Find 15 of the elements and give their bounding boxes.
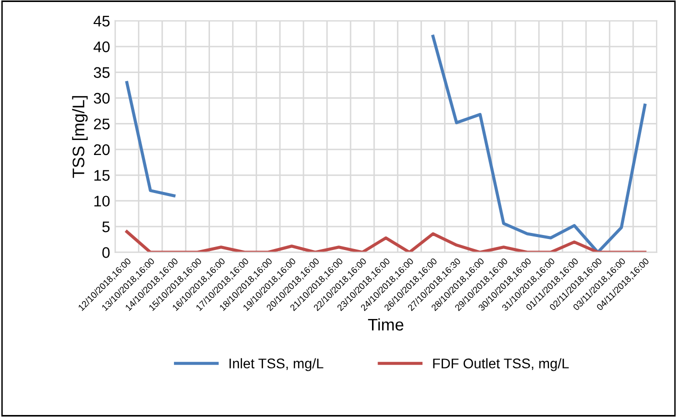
y-tick-label: 45 (94, 16, 110, 27)
y-tick-label: 25 (94, 118, 110, 130)
line-series (125, 230, 646, 252)
y-tick-label: 10 (94, 196, 110, 207)
y-tick-label: 5 (102, 222, 110, 232)
legend-label: Inlet TSS, mg/L (230, 358, 324, 372)
y-tick-label: 40 (94, 41, 110, 52)
y-tick-label: 35 (94, 67, 110, 78)
y-tick-label: 30 (94, 92, 110, 104)
y-tick-label: 20 (94, 144, 110, 156)
y-axis-title: TSS [mg/L] (72, 96, 88, 178)
x-axis-title: Time (368, 318, 404, 331)
y-tick-label: 0 (102, 247, 110, 258)
legend-label: FDF Outlet TSS, mg/L (433, 358, 569, 372)
y-tick-label: 15 (94, 170, 110, 181)
